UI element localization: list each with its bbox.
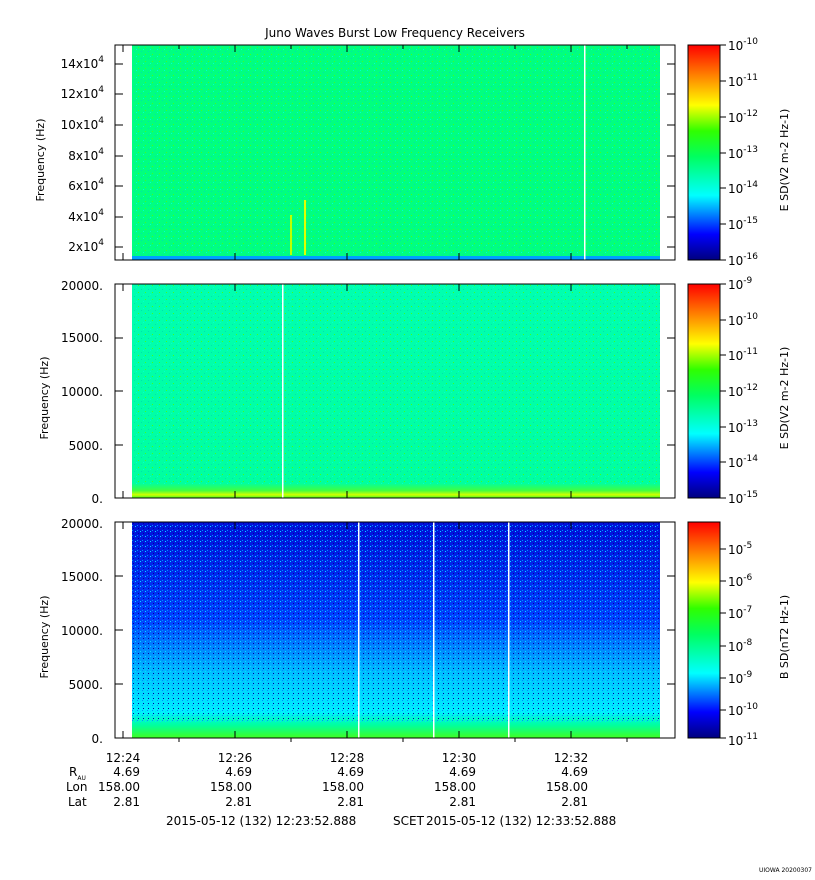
- x-tick-labels: 12:24 12:26 12:28 12:30 12:32: [106, 751, 589, 765]
- x-ticks: [122, 45, 628, 742]
- cbar-tick: 10-14: [728, 454, 758, 470]
- spectrogram-2-noise: [132, 284, 660, 484]
- xtick-label: 12:30: [442, 751, 477, 765]
- spectrogram-1-noise: [132, 45, 660, 260]
- cbar-tick: 10-13: [728, 145, 758, 161]
- ylabel-3: Frequency (Hz): [38, 596, 51, 679]
- r-value: 4.69: [449, 765, 476, 779]
- ytick-label: 10x104: [61, 116, 105, 132]
- lat-value: 2.81: [561, 795, 588, 809]
- lon-value: 158.00: [322, 780, 364, 794]
- panel-2: Frequency (Hz) 20000. 15000. 10000. 5000…: [38, 279, 676, 506]
- data-gap-3a: [358, 522, 360, 738]
- yticks-2-marks: [115, 337, 675, 446]
- colorbar-2: 10-9 10-10 10-11 10-12 10-13 10-14 10-15…: [687, 276, 791, 506]
- spectrogram-1-lowband: [132, 256, 660, 260]
- ytick-label: 5000.: [69, 678, 103, 692]
- yticks-3-marks: [115, 575, 675, 685]
- colorbar-1: 10-10 10-11 10-12 10-13 10-14 10-15 10-1…: [687, 37, 791, 268]
- chart-title: Juno Waves Burst Low Frequency Receivers: [264, 26, 525, 40]
- row-label-lon: Lon: [66, 780, 87, 794]
- r-value: 4.69: [113, 765, 140, 779]
- data-gap-2: [282, 284, 284, 498]
- burst-2: [304, 200, 306, 255]
- ytick-label: 0.: [92, 732, 103, 746]
- cbar-tick: 10-9: [728, 670, 753, 686]
- yticks-1: 14x104 12x104 10x104 8x104 6x104 4x104 2…: [61, 55, 105, 254]
- ytick-label: 2x104: [68, 238, 104, 254]
- ytick-label: 20000.: [61, 279, 103, 293]
- data-gap-1: [584, 45, 586, 260]
- burst-1: [290, 215, 292, 255]
- ytick-label: 20000.: [61, 517, 103, 531]
- time-start: 2015-05-12 (132) 12:23:52.888: [166, 814, 356, 828]
- cbar-tick: 10-16: [728, 252, 758, 268]
- cbar-tick: 10-10: [728, 37, 758, 53]
- lon-value: 158.00: [210, 780, 252, 794]
- cbar-tick: 10-7: [728, 605, 752, 621]
- cbar-tick: 10-14: [728, 180, 758, 196]
- xtick-label: 12:26: [218, 751, 253, 765]
- cbar-tick: 10-11: [728, 732, 758, 748]
- lat-value: 2.81: [113, 795, 140, 809]
- data-gap-3c: [508, 522, 510, 738]
- xtick-label: 12:32: [554, 751, 589, 765]
- cbar-tick: 10-5: [728, 541, 752, 557]
- ylabel-2: Frequency (Hz): [38, 357, 51, 440]
- cbar-tick: 10-10: [728, 312, 758, 328]
- cbar-tick: 10-15: [728, 490, 758, 506]
- row-label-r: RAU: [69, 765, 86, 782]
- ephemeris: RAU Lon Lat 4.69 4.69 4.69 4.69 4.69 158…: [66, 765, 588, 809]
- colorbar-label-1: E SD(V2 m-2 Hz-1): [778, 109, 791, 212]
- ytick-label: 15000.: [61, 331, 103, 345]
- ytick-label: 10000.: [61, 385, 103, 399]
- cbar-tick: 10-12: [728, 383, 758, 399]
- ytick-label: 10000.: [61, 624, 103, 638]
- data-gap-3b: [433, 522, 435, 738]
- lon-value: 158.00: [546, 780, 588, 794]
- lon-value: 158.00: [98, 780, 140, 794]
- lat-value: 2.81: [449, 795, 476, 809]
- ytick-label: 14x104: [61, 55, 105, 71]
- cbar-tick: 10-15: [728, 216, 758, 232]
- time-range: 2015-05-12 (132) 12:23:52.888 SCET 2015-…: [166, 814, 616, 828]
- time-end: 2015-05-12 (132) 12:33:52.888: [426, 814, 616, 828]
- ytick-label: 8x104: [68, 147, 104, 163]
- ytick-label: 4x104: [68, 208, 104, 224]
- cbar-tick: 10-11: [728, 347, 758, 363]
- time-label: SCET: [393, 814, 425, 828]
- lat-value: 2.81: [225, 795, 252, 809]
- r-value: 4.69: [225, 765, 252, 779]
- ylabel-1: Frequency (Hz): [34, 119, 47, 202]
- cbar-tick: 10-11: [728, 73, 758, 89]
- spectrogram-3-noise: [132, 522, 660, 722]
- colorbar-label-2: E SD(V2 m-2 Hz-1): [778, 347, 791, 450]
- lon-value: 158.00: [434, 780, 476, 794]
- yticks-1-marks: [115, 63, 675, 248]
- row-label-lat: Lat: [68, 795, 87, 809]
- panel-1: Frequency (Hz) 14x104 12x104 10x104 8x10…: [34, 44, 676, 261]
- cbar-tick: 10-6: [728, 573, 753, 589]
- lat-value: 2.81: [337, 795, 364, 809]
- ytick-label: 5000.: [69, 439, 103, 453]
- ytick-label: 6x104: [68, 177, 104, 193]
- r-value: 4.69: [337, 765, 364, 779]
- cbar-tick: 10-9: [728, 276, 753, 292]
- panel-3: Frequency (Hz) 20000. 15000. 10000. 5000…: [38, 517, 676, 746]
- footer-stamp: UIOWA 20200307: [759, 867, 812, 874]
- cbar-tick: 10-10: [728, 702, 758, 718]
- colorbar-label-3: B SD(nT2 Hz-1): [778, 595, 791, 679]
- ytick-label: 0.: [92, 492, 103, 506]
- ytick-label: 15000.: [61, 570, 103, 584]
- ytick-label: 12x104: [61, 85, 105, 101]
- frame-1: [114, 44, 676, 261]
- xtick-label: 12:24: [106, 751, 141, 765]
- r-value: 4.69: [561, 765, 588, 779]
- colorbar-3: 10-5 10-6 10-7 10-8 10-9 10-10 10-11 B S…: [687, 521, 791, 748]
- cbar-tick: 10-12: [728, 109, 758, 125]
- cbar-tick: 10-13: [728, 419, 758, 435]
- xtick-label: 12:28: [330, 751, 365, 765]
- cbar-tick: 10-8: [728, 638, 753, 654]
